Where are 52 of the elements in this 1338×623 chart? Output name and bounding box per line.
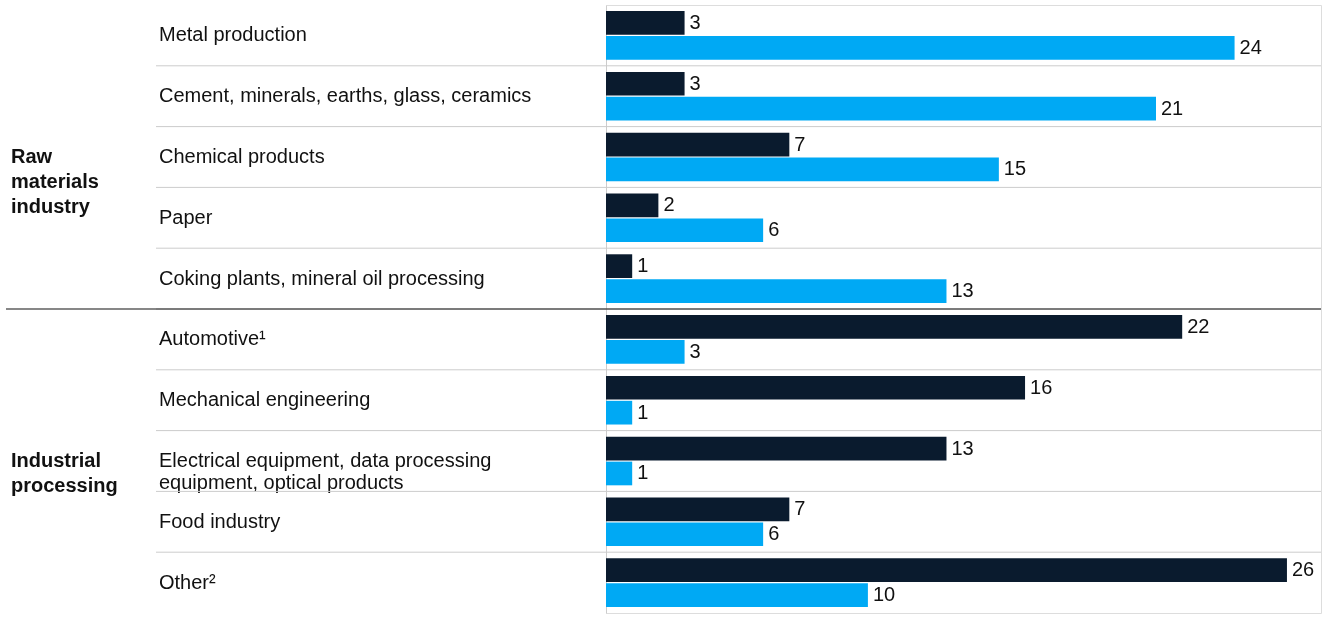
bar [606, 157, 999, 182]
bar [606, 315, 1183, 339]
data-label: 21 [1161, 96, 1184, 119]
bar [606, 558, 1287, 582]
data-label: 16 [1030, 375, 1053, 398]
data-label: 7 [794, 132, 806, 155]
data-label: 10 [872, 583, 896, 606]
bar [606, 279, 947, 303]
data-label: 1 [637, 254, 649, 277]
data-label: 3 [689, 71, 701, 94]
data-label: 13 [951, 436, 974, 459]
data-label: 3 [689, 10, 701, 33]
bar [606, 400, 633, 425]
bar [606, 522, 764, 547]
data-label: 7 [794, 497, 806, 520]
data-label: 24 [1239, 35, 1262, 58]
y-tick-label: Mechanical engineering [159, 388, 371, 411]
bar [606, 254, 633, 278]
data-label: 1 [637, 400, 649, 423]
data-label: 13 [951, 279, 974, 302]
bar [606, 132, 790, 157]
data-label: 15 [1003, 157, 1027, 180]
bar [606, 96, 1156, 121]
bar [606, 36, 1235, 60]
bar [606, 583, 868, 607]
y-tick-label: Food industry [159, 509, 281, 532]
data-label: 26 [1291, 558, 1315, 581]
y-tick-label: Paper [159, 205, 213, 228]
y-tick-label: Other² [159, 570, 217, 593]
y-tick-label: Metal production [159, 23, 307, 46]
bar [606, 497, 790, 522]
bar [606, 11, 685, 35]
data-label: 1 [637, 461, 649, 484]
data-label: 6 [768, 522, 780, 545]
y-tick-label: Coking plants, mineral oil processing [159, 266, 485, 289]
y-tick-label: Chemical products [159, 145, 325, 167]
y-tick-label: Automotive¹ [159, 327, 267, 350]
data-label: 2 [663, 193, 675, 216]
bar [606, 218, 764, 243]
bar [606, 461, 633, 486]
text: Industrial processing [11, 449, 118, 496]
bar [606, 340, 685, 364]
data-label: 22 [1187, 314, 1210, 337]
y-tick-label: Cement, minerals, earths, glass, ceramics [159, 84, 532, 107]
data-label: 6 [768, 218, 780, 241]
bar [606, 375, 1026, 400]
y-tick-label: Electrical equipment, data processing equipment, optical products [159, 449, 492, 493]
bar [606, 193, 659, 218]
data-label: 3 [689, 339, 701, 362]
text: Raw materials industry [11, 145, 99, 217]
bar [606, 71, 685, 96]
bar [606, 436, 947, 461]
